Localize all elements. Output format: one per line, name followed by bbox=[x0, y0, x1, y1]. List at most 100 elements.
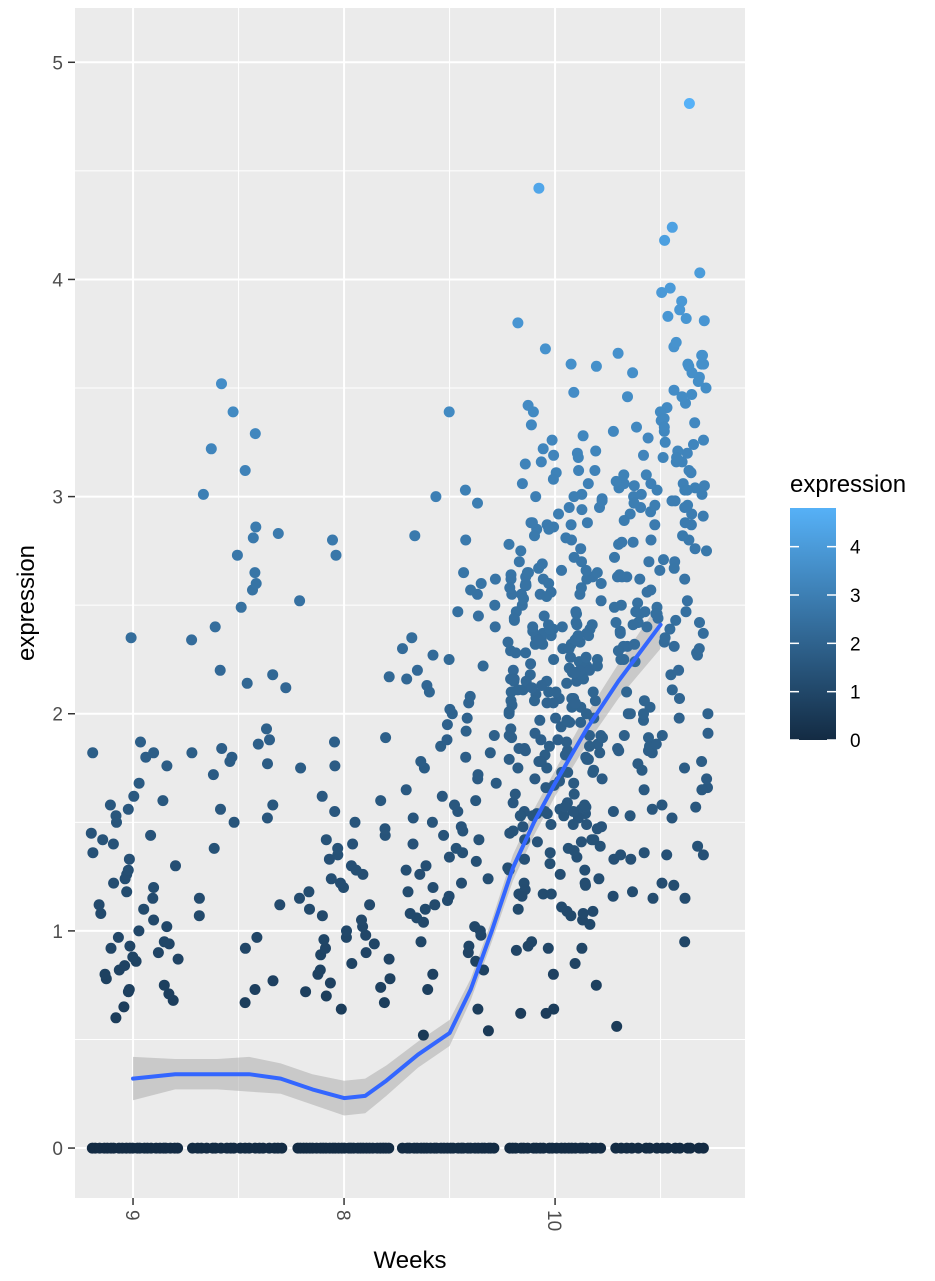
data-point bbox=[576, 942, 588, 954]
data-point bbox=[407, 812, 419, 824]
data-point bbox=[426, 816, 438, 828]
data-point bbox=[618, 730, 630, 741]
data-point bbox=[208, 842, 220, 854]
data-point bbox=[323, 853, 335, 865]
data-point bbox=[438, 829, 450, 841]
data-point bbox=[519, 458, 531, 470]
data-point bbox=[596, 821, 607, 833]
data-point bbox=[380, 732, 392, 744]
data-point bbox=[588, 764, 600, 776]
data-point bbox=[579, 864, 591, 876]
data-point bbox=[696, 756, 708, 767]
data-point bbox=[422, 984, 434, 995]
data-point bbox=[510, 944, 522, 956]
data-point bbox=[581, 573, 593, 585]
data-point bbox=[397, 643, 408, 655]
data-point bbox=[504, 582, 516, 594]
data-point bbox=[193, 910, 205, 922]
data-point bbox=[627, 619, 639, 631]
data-point bbox=[544, 858, 556, 870]
data-point bbox=[239, 465, 251, 476]
data-point bbox=[409, 530, 421, 542]
data-point bbox=[512, 762, 524, 774]
legend-colorbar bbox=[790, 508, 836, 740]
data-point bbox=[475, 578, 487, 589]
data-point bbox=[110, 810, 122, 822]
data-point bbox=[550, 712, 562, 724]
data-point bbox=[148, 882, 160, 893]
data-point bbox=[645, 478, 657, 490]
data-point bbox=[378, 997, 390, 1009]
data-point bbox=[540, 782, 552, 794]
data-point bbox=[561, 736, 573, 748]
data-point bbox=[645, 534, 657, 546]
data-point bbox=[407, 838, 419, 850]
data-point bbox=[647, 892, 659, 904]
data-point bbox=[538, 610, 550, 622]
data-point bbox=[570, 606, 582, 618]
data-point bbox=[596, 495, 608, 507]
data-point bbox=[133, 777, 145, 789]
data-point bbox=[594, 840, 606, 852]
data-point bbox=[674, 1142, 686, 1154]
data-point bbox=[215, 803, 226, 815]
data-point bbox=[503, 706, 515, 718]
data-point bbox=[450, 842, 462, 854]
data-point bbox=[274, 899, 286, 911]
data-point bbox=[507, 664, 519, 676]
data-point bbox=[658, 421, 670, 433]
data-point bbox=[384, 973, 396, 985]
data-point bbox=[610, 475, 622, 487]
data-point bbox=[427, 649, 439, 661]
data-point bbox=[579, 799, 591, 811]
data-point bbox=[536, 558, 548, 570]
data-point bbox=[537, 443, 549, 455]
data-point bbox=[568, 845, 580, 857]
data-point bbox=[318, 934, 330, 946]
data-point bbox=[489, 573, 501, 585]
data-point bbox=[659, 632, 671, 644]
data-point bbox=[625, 853, 637, 865]
data-point bbox=[99, 968, 111, 980]
data-point bbox=[267, 669, 279, 681]
data-point bbox=[158, 936, 170, 948]
data-point bbox=[303, 886, 315, 898]
data-point bbox=[586, 619, 598, 631]
data-point bbox=[325, 873, 337, 885]
data-point bbox=[529, 773, 541, 785]
data-point bbox=[656, 730, 668, 741]
data-point bbox=[272, 528, 284, 539]
data-point bbox=[573, 465, 585, 476]
data-point bbox=[556, 901, 568, 913]
data-point bbox=[239, 997, 251, 1009]
data-point bbox=[689, 417, 701, 429]
data-point bbox=[535, 456, 547, 468]
data-point bbox=[304, 903, 315, 915]
data-point bbox=[668, 640, 680, 652]
data-point bbox=[658, 554, 669, 566]
data-point bbox=[108, 877, 120, 889]
data-point bbox=[123, 853, 135, 865]
data-point bbox=[122, 864, 134, 876]
data-point bbox=[643, 732, 654, 744]
data-point bbox=[693, 643, 705, 655]
data-point bbox=[668, 562, 680, 574]
data-point bbox=[463, 940, 475, 952]
data-point bbox=[591, 660, 603, 672]
data-point bbox=[581, 517, 593, 529]
data-point bbox=[688, 439, 699, 450]
data-point bbox=[161, 760, 173, 772]
data-point bbox=[489, 599, 501, 611]
data-point bbox=[568, 491, 580, 503]
data-point bbox=[674, 693, 685, 704]
data-point bbox=[472, 497, 483, 509]
data-point bbox=[97, 834, 109, 846]
data-point bbox=[565, 651, 576, 663]
legend-label: 4 bbox=[850, 538, 861, 559]
data-point bbox=[628, 480, 640, 492]
data-point bbox=[327, 534, 338, 546]
data-point bbox=[552, 734, 564, 746]
data-point bbox=[430, 491, 442, 503]
data-point bbox=[569, 958, 581, 969]
